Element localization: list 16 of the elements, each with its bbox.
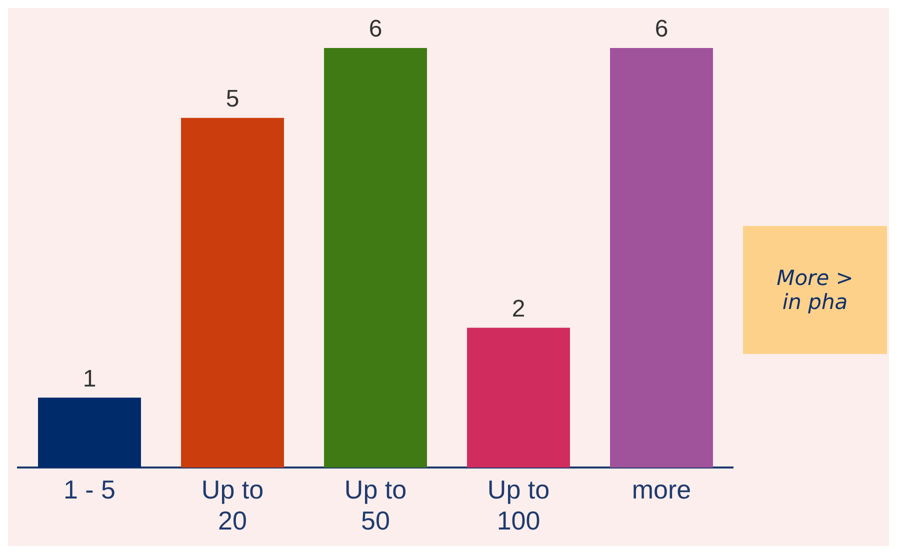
text: More > in pha [743, 226, 887, 354]
data-label: 6 [654, 16, 668, 43]
bar [610, 48, 713, 468]
x-tick-label: more [632, 474, 692, 504]
x-tick-label: Up to 20 [201, 474, 264, 536]
data-label: 1 [82, 365, 96, 392]
data-label: 5 [226, 86, 240, 113]
data-label: 2 [512, 295, 526, 322]
bar [181, 118, 284, 468]
x-tick-label: Up to 50 [344, 474, 407, 536]
x-tick-label: 1 - 5 [63, 474, 116, 504]
bar [38, 398, 141, 468]
x-tick-label: Up to 100 [487, 474, 550, 536]
bar [324, 48, 427, 468]
data-label: 6 [368, 16, 382, 43]
bar [467, 328, 570, 468]
